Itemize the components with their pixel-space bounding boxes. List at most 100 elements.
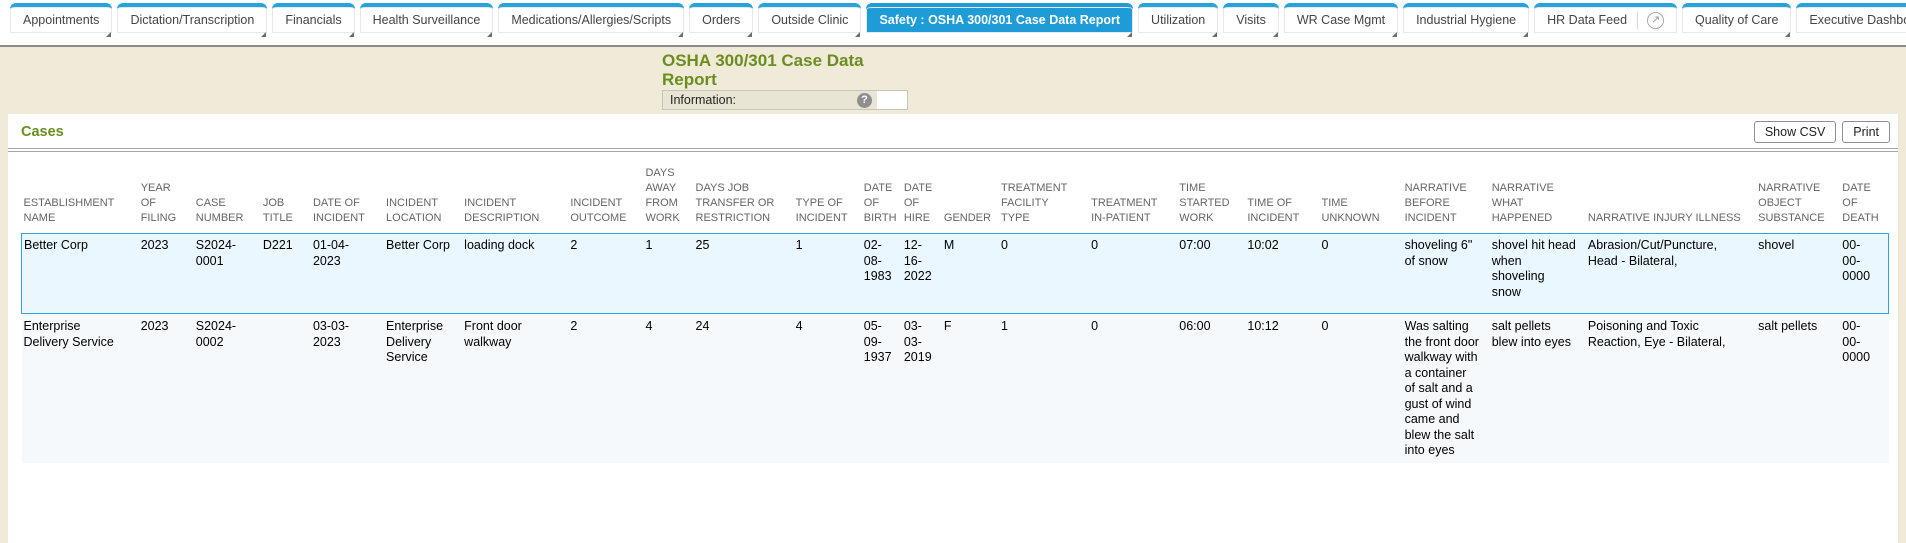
table-cell: S2024-0001	[195, 233, 263, 314]
table-cell: F	[943, 313, 1001, 463]
tab-label: Industrial Hygiene	[1416, 13, 1517, 27]
table-cell: 24	[695, 313, 796, 463]
tab-label: Financials	[285, 13, 342, 27]
column-header-incident-outcome: INCIDENT OUTCOME	[570, 197, 627, 224]
table-cell: 12-16-2022	[903, 233, 944, 314]
table-cell: loading dock	[464, 233, 571, 314]
cases-panel: Cases Show CSV Print ESTABLISHMENT NAME Y…	[8, 114, 1898, 543]
tab-hr-data-feed[interactable]: HR Data Feed ↗	[1534, 3, 1678, 33]
column-header-gender: GENDER	[943, 212, 991, 224]
tab-label: Visits	[1236, 13, 1266, 27]
tab-label: Medications/Allergies/Scripts	[511, 13, 672, 27]
table-cell: 0	[1000, 233, 1092, 314]
table-cell: 03-03-2023	[312, 313, 387, 463]
tab-menu-fold-icon	[1392, 32, 1398, 37]
table-cell: 06:00	[1179, 313, 1248, 463]
tab-label: Utilization	[1151, 13, 1206, 27]
table-cell: 2	[570, 233, 646, 314]
table-cell: Front door walkway	[464, 313, 571, 463]
help-icon[interactable]: ?	[857, 92, 872, 108]
column-header-incident-location: INCIDENT LOCATION	[386, 197, 442, 224]
table-cell: 10:12	[1247, 313, 1322, 463]
column-header-date-of-incident: DATE OF INCIDENT	[312, 197, 365, 224]
cases-table: ESTABLISHMENT NAME YEAR OF FILING CASE NUM…	[20, 152, 1890, 463]
tab-orders[interactable]: Orders	[689, 3, 754, 37]
column-header-incident-description: INCIDENT DESCRIPTION	[464, 197, 540, 224]
table-cell: Abrasion/Cut/Puncture, Head - Bilateral,	[1587, 233, 1759, 314]
table-cell: Enterprise Delivery Service	[386, 313, 465, 463]
table-cell: Better Corp	[20, 233, 141, 314]
table-cell: 00-00-0000	[1842, 233, 1890, 314]
table-cell: 25	[695, 233, 796, 314]
tab-outside-clinic[interactable]: Outside Clinic	[758, 3, 862, 37]
tab-wr-case-mgmt[interactable]: WR Case Mgmt	[1283, 3, 1399, 37]
table-cell	[262, 313, 313, 463]
tab-visits[interactable]: Visits	[1223, 3, 1279, 37]
column-header-narrative-what-happened: NARRATIVE WHAT HAPPENED	[1491, 182, 1554, 224]
column-header-time-unknown: TIME UNKNOWN	[1321, 197, 1380, 224]
table-row[interactable]: Better Corp 2023 S2024-0001 D221 01-04-2023 B…	[20, 233, 1890, 314]
tab-utilization[interactable]: Utilization	[1138, 3, 1219, 37]
tab-label: Health Surveillance	[372, 13, 481, 27]
column-header-treatment-facility-type: TREATMENT FACILITY TYPE	[1000, 182, 1068, 224]
tab-label: WR Case Mgmt	[1296, 13, 1386, 27]
column-header-case-number: CASE NUMBER	[195, 197, 244, 224]
tab-executive-dashboard[interactable]: Executive Dashboard↗	[1796, 3, 1906, 33]
table-cell: 02-08-1983	[863, 233, 904, 314]
tab-industrial-hygiene[interactable]: Industrial Hygiene	[1403, 3, 1530, 37]
column-header-type-of-incident: TYPE OF INCIDENT	[795, 197, 848, 224]
tab-medications-allergies-scripts[interactable]: Medications/Allergies/Scripts	[498, 3, 685, 37]
column-header-date-of-hire: DATE OF HIRE	[903, 182, 933, 224]
tab-appointments[interactable]: Appointments	[10, 3, 113, 37]
information-label: Information:	[670, 93, 737, 107]
table-cell: shovel	[1758, 233, 1843, 314]
table-cell: 1	[795, 233, 864, 314]
table-cell: 0	[1321, 313, 1405, 463]
column-header-job-title: JOB TITLE	[262, 197, 293, 224]
table-cell: 05-09-1937	[863, 313, 904, 463]
tab-label: Quality of Care	[1695, 13, 1779, 27]
report-header: OSHA 300/301 Case Data Report Informatio…	[662, 51, 908, 110]
table-cell: 1	[1000, 313, 1092, 463]
tab-menu-fold-icon	[1785, 32, 1791, 37]
table-cell: Enterprise Delivery Service	[21, 313, 141, 463]
tab-label: Appointments	[23, 13, 100, 27]
tab-menu-fold-icon	[1523, 32, 1529, 37]
information-bar: Information: ?	[662, 90, 908, 110]
page-title: OSHA 300/301 Case Data Report	[662, 51, 864, 89]
table-cell: 03-03-2019	[903, 313, 944, 463]
print-button[interactable]: Print	[1842, 121, 1890, 143]
tab-dictation-transcription[interactable]: Dictation/Transcription	[117, 3, 268, 37]
table-cell: 0	[1321, 233, 1405, 314]
table-row[interactable]: Enterprise Delivery Service 2023 S2024-000…	[21, 313, 1889, 463]
table-cell: shoveling 6" of snow	[1404, 233, 1492, 314]
tab-bar: Appointments Dictation/Transcription Finan…	[0, 0, 1906, 47]
tab-icon-separator: ↗	[1637, 11, 1665, 29]
tab-menu-fold-icon	[1212, 32, 1218, 37]
tab-menu-fold-icon	[678, 32, 684, 37]
column-header-treatment-in-patient: TREATMENT IN-PATIENT	[1091, 197, 1158, 224]
column-header-establishment-name: ESTABLISHMENT NAME	[23, 197, 115, 224]
tab-health-surveillance[interactable]: Health Surveillance	[359, 3, 494, 37]
table-cell: 2	[570, 313, 646, 463]
cases-section-title: Cases	[21, 124, 64, 140]
column-header-narrative-injury-illness: NARRATIVE INJURY ILLNESS	[1587, 212, 1741, 224]
table-cell: 0	[1091, 233, 1180, 314]
tab-label: HR Data Feed	[1547, 13, 1628, 27]
external-link-icon[interactable]: ↗	[1647, 11, 1665, 29]
table-cell: 1	[645, 233, 696, 314]
tab-safety-osha-300-301-case-data-report[interactable]: Safety : OSHA 300/301 Case Data Report	[866, 3, 1134, 37]
tab-menu-fold-icon	[106, 32, 112, 37]
table-cell: salt pellets	[1758, 313, 1843, 463]
table-cell: 2023	[140, 313, 196, 463]
cases-panel-header: Cases Show CSV Print	[8, 114, 1898, 148]
tab-menu-fold-icon	[348, 32, 354, 37]
tab-menu-fold-icon	[855, 32, 861, 37]
cases-toolbar: Show CSV Print	[1753, 121, 1890, 143]
table-cell: 4	[795, 313, 864, 463]
column-header-date-of-birth: DATE OF BIRTH	[863, 182, 897, 224]
tab-menu-fold-icon	[261, 32, 267, 37]
tab-quality-of-care[interactable]: Quality of Care	[1682, 3, 1792, 37]
show-csv-button[interactable]: Show CSV	[1753, 121, 1837, 143]
tab-financials[interactable]: Financials	[272, 3, 355, 37]
